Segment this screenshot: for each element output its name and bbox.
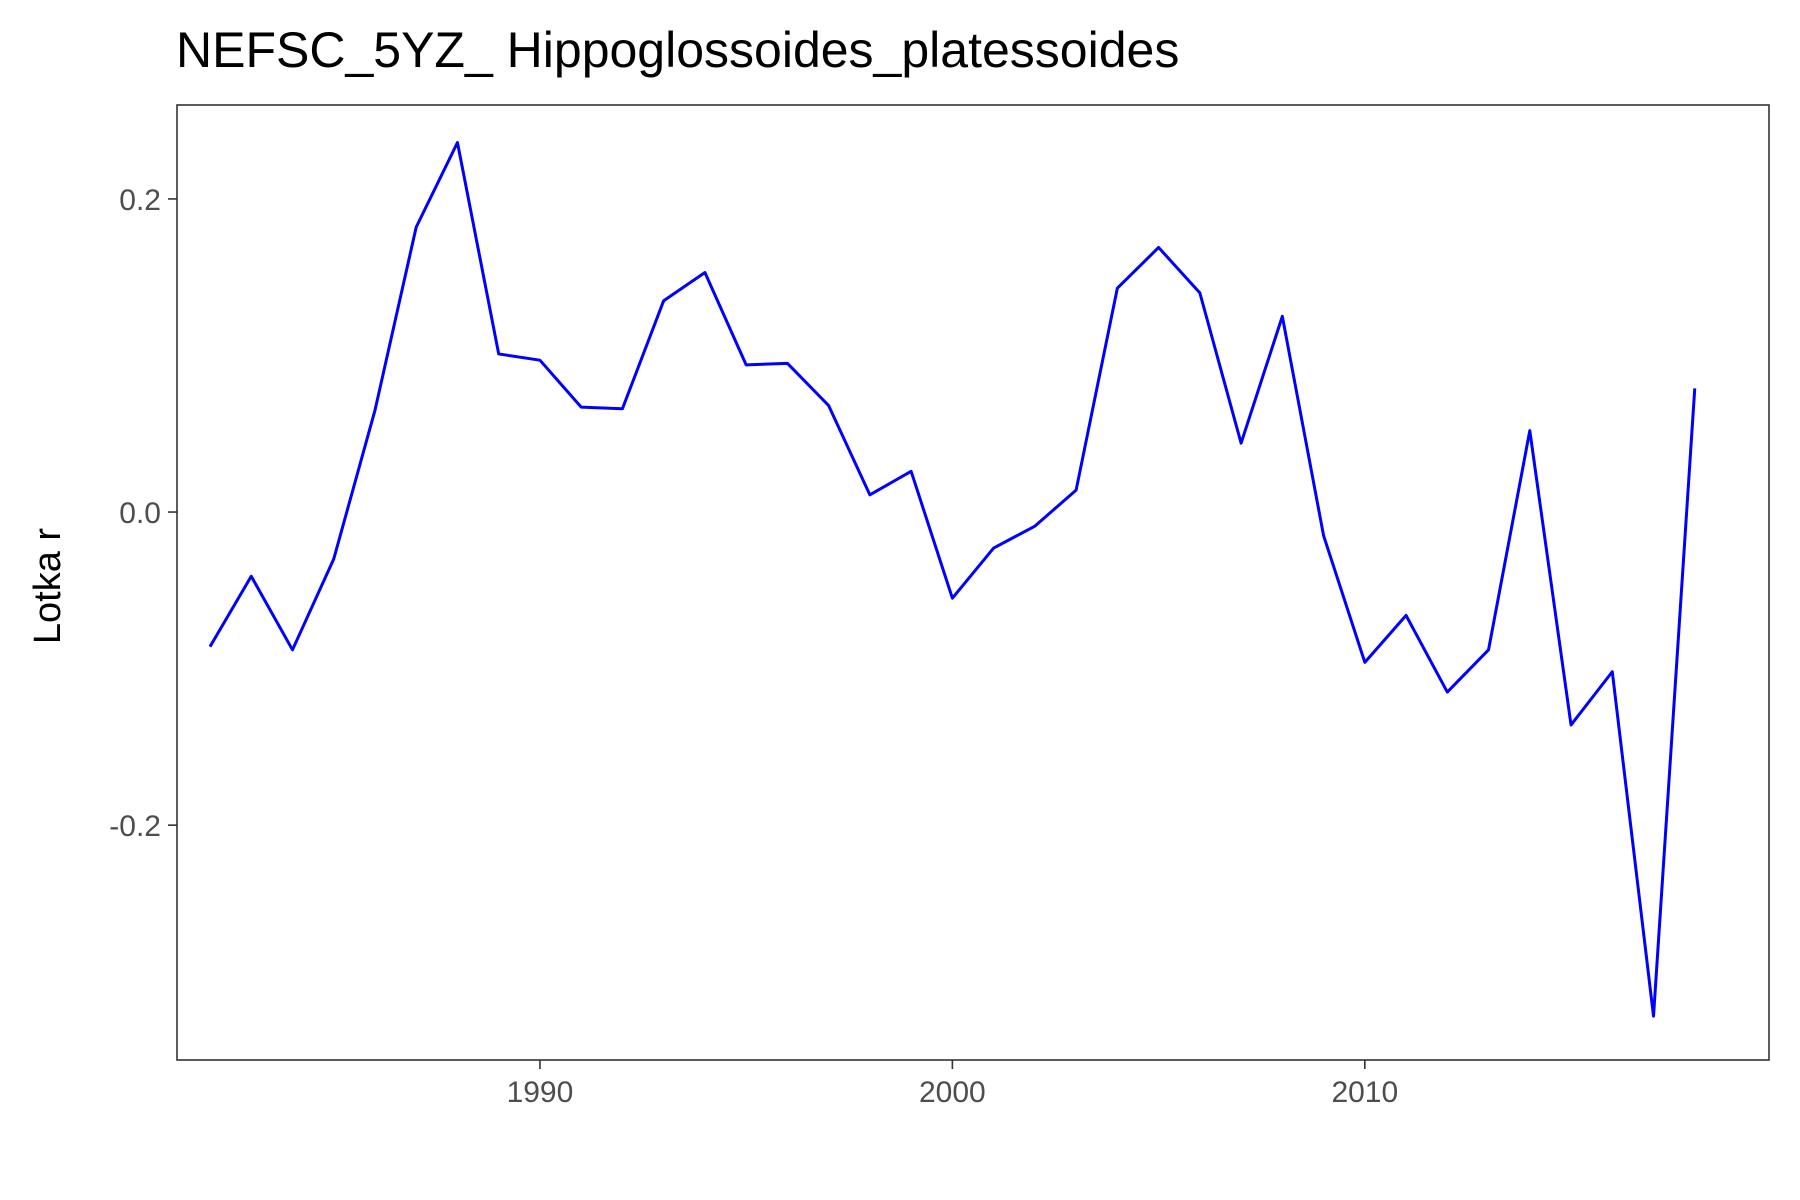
y-tick-label: 0.2 bbox=[119, 184, 161, 217]
plot-panel-border bbox=[176, 104, 1770, 1061]
series-line bbox=[208, 141, 1697, 1018]
y-tick-label: -0.2 bbox=[109, 810, 161, 843]
x-tick-label: 2010 bbox=[1331, 1076, 1398, 1109]
series-layer bbox=[208, 141, 1697, 1018]
y-axis-title: Lotka r bbox=[27, 528, 69, 645]
x-tick-label: 1990 bbox=[507, 1076, 574, 1109]
chart-title: NEFSC_5YZ_ Hippoglossoides_platessoides bbox=[176, 22, 1179, 78]
x-tick-label: 2000 bbox=[919, 1076, 986, 1109]
y-tick-label: 0.0 bbox=[119, 497, 161, 530]
x-axis: 1990 2000 2010 bbox=[507, 1060, 1398, 1109]
y-axis: 0.2 0.0 -0.2 bbox=[109, 184, 177, 843]
